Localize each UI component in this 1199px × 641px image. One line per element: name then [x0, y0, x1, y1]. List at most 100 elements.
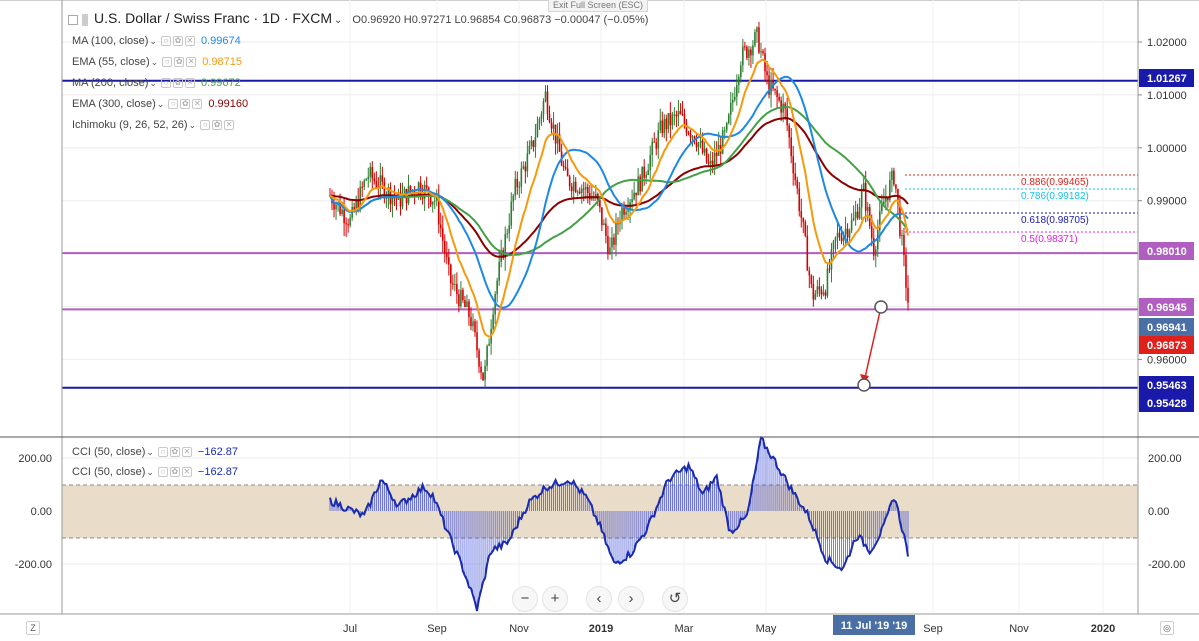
- candle-body: [508, 225, 511, 234]
- candle-body: [538, 118, 541, 124]
- price-tag-label: 0.95428: [1147, 398, 1187, 410]
- chevron-down-icon[interactable]: ⌄: [188, 120, 197, 130]
- cci-label-right: 0.00: [1148, 506, 1169, 518]
- indicator-label[interactable]: EMA (300, close): [72, 98, 156, 110]
- legend-row-2[interactable]: MA (200, close)⌄ ○ ✿ ✕ 0.99672: [72, 76, 241, 90]
- indicator-label[interactable]: EMA (55, close): [72, 56, 150, 68]
- gear-icon[interactable]: ✿: [174, 57, 185, 68]
- candle-body: [609, 247, 611, 255]
- cci-legend-row-0[interactable]: CCI (50, close)⌄ ○ ✿ ✕ −162.87: [72, 445, 238, 459]
- chevron-down-icon[interactable]: ⌄: [146, 467, 154, 477]
- fib-label: 0.786(0.99182): [1021, 191, 1089, 202]
- zoom-out-button[interactable]: −: [512, 586, 538, 612]
- chevron-down-icon[interactable]: ⌄: [334, 15, 343, 26]
- candle-body: [756, 27, 758, 32]
- candle-body: [885, 196, 887, 202]
- price-tag-label: 0.96941: [1147, 322, 1187, 334]
- anchor-handle: [874, 300, 888, 314]
- candle-body: [685, 123, 688, 133]
- cci-legend-row-1[interactable]: CCI (50, close)⌄ ○ ✿ ✕ −162.87: [72, 465, 238, 479]
- candle-body: [474, 321, 476, 333]
- candle-body: [381, 175, 384, 182]
- candle-body: [881, 204, 883, 212]
- exit-fullscreen-hint[interactable]: Exit Full Screen (ESC): [548, 0, 649, 12]
- close-icon[interactable]: ✕: [186, 57, 197, 68]
- candle-body: [647, 170, 650, 175]
- settings-icon[interactable]: ◎: [1160, 621, 1174, 635]
- gear-icon[interactable]: ✿: [172, 78, 183, 89]
- eye-icon[interactable]: ○: [157, 447, 168, 458]
- candle-body: [401, 194, 404, 207]
- candle-body: [752, 45, 754, 56]
- reset-chart-button[interactable]: ↺: [662, 586, 688, 612]
- indicator-label[interactable]: CCI (50, close): [72, 446, 146, 458]
- gear-icon[interactable]: ✿: [172, 36, 183, 47]
- candle-body: [800, 211, 803, 218]
- candle-body: [564, 166, 567, 169]
- indicator-label[interactable]: CCI (50, close): [72, 466, 146, 478]
- chevron-down-icon[interactable]: ⌄: [146, 447, 154, 457]
- eye-icon[interactable]: ○: [168, 99, 179, 110]
- candle-body: [494, 294, 496, 315]
- close-icon[interactable]: ✕: [184, 78, 195, 89]
- eye-icon[interactable]: ○: [200, 120, 211, 131]
- chevron-down-icon[interactable]: ⌄: [156, 99, 165, 109]
- candle-body: [879, 211, 881, 231]
- indicator-label[interactable]: Ichimoku (9, 26, 52, 26): [72, 119, 188, 131]
- legend-row-4[interactable]: Ichimoku (9, 26, 52, 26)⌄ ○ ✿ ✕: [72, 118, 240, 132]
- candle-body: [611, 237, 613, 248]
- symbol-title[interactable]: U.S. Dollar / Swiss Franc · 1D · FXCM: [94, 10, 333, 26]
- ohlc-readout: O0.96920 H0.97271 L0.96854 C0.96873 −0.0…: [352, 14, 649, 26]
- candle-body: [591, 196, 593, 200]
- candle-body: [625, 211, 627, 215]
- gear-icon[interactable]: ✿: [180, 99, 191, 110]
- eye-icon[interactable]: ○: [160, 36, 171, 47]
- legend-row-3[interactable]: EMA (300, close)⌄ ○ ✿ ✕ 0.99160: [72, 97, 248, 111]
- flag-icon[interactable]: [82, 14, 88, 27]
- eye-icon[interactable]: ○: [162, 57, 173, 68]
- close-icon[interactable]: ✕: [184, 36, 195, 47]
- gear-icon[interactable]: ✿: [212, 120, 223, 131]
- candle-body: [425, 185, 428, 188]
- cci-series: [329, 435, 909, 612]
- candle-body: [750, 49, 752, 56]
- candle-body: [665, 118, 668, 130]
- candle-body: [661, 120, 664, 134]
- candle-body: [721, 130, 724, 154]
- time-label: Sep: [923, 623, 943, 635]
- close-icon[interactable]: ✕: [224, 120, 235, 131]
- candle-body: [677, 111, 680, 117]
- close-icon[interactable]: ✕: [181, 447, 192, 458]
- legend-row-0[interactable]: MA (100, close)⌄ ○ ✿ ✕ 0.99674: [72, 34, 241, 48]
- candle-body: [874, 249, 877, 256]
- collapse-icon[interactable]: [68, 15, 78, 26]
- candle-body: [387, 187, 390, 197]
- chevron-down-icon[interactable]: ⌄: [149, 36, 157, 46]
- chevron-down-icon[interactable]: ⌄: [149, 78, 157, 88]
- eye-icon[interactable]: ○: [160, 78, 171, 89]
- scroll-right-button[interactable]: ›: [618, 586, 644, 612]
- candle-body: [478, 350, 480, 367]
- candle-body: [355, 200, 357, 211]
- chevron-down-icon[interactable]: ⌄: [150, 57, 159, 67]
- indicator-label[interactable]: MA (200, close): [72, 77, 149, 89]
- timezone-icon[interactable]: Z: [26, 621, 40, 635]
- gear-icon[interactable]: ✿: [169, 467, 180, 478]
- candle-body: [713, 152, 716, 166]
- candle-body: [470, 317, 472, 327]
- eye-icon[interactable]: ○: [157, 467, 168, 478]
- candle-body: [375, 181, 378, 188]
- candle-body: [437, 196, 440, 225]
- price-label: 0.96000: [1147, 354, 1187, 366]
- close-icon[interactable]: ✕: [192, 99, 203, 110]
- candle-body: [431, 201, 434, 205]
- candle-body: [574, 181, 577, 192]
- zoom-in-button[interactable]: +: [542, 586, 568, 612]
- scroll-left-button[interactable]: ‹: [586, 586, 612, 612]
- candle-body: [901, 235, 903, 237]
- legend-row-1[interactable]: EMA (55, close)⌄ ○ ✿ ✕ 0.98715: [72, 55, 242, 69]
- close-icon[interactable]: ✕: [181, 467, 192, 478]
- indicator-label[interactable]: MA (100, close): [72, 35, 149, 47]
- gear-icon[interactable]: ✿: [169, 447, 180, 458]
